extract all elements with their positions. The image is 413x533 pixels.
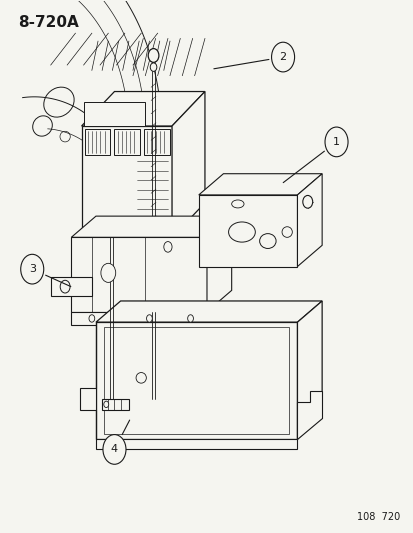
Polygon shape	[297, 391, 321, 439]
Ellipse shape	[136, 373, 146, 383]
Polygon shape	[102, 399, 128, 410]
Text: 8-720A: 8-720A	[18, 14, 78, 30]
Circle shape	[164, 241, 172, 252]
Circle shape	[187, 315, 193, 322]
Text: 108  720: 108 720	[356, 512, 399, 522]
Polygon shape	[96, 322, 297, 439]
Text: 3: 3	[28, 264, 36, 274]
Circle shape	[148, 49, 159, 62]
Ellipse shape	[33, 116, 52, 136]
Circle shape	[146, 315, 152, 322]
Ellipse shape	[228, 222, 255, 242]
Polygon shape	[144, 128, 169, 155]
Circle shape	[21, 254, 44, 284]
Ellipse shape	[281, 227, 292, 237]
Ellipse shape	[60, 131, 70, 142]
Circle shape	[104, 401, 109, 408]
Polygon shape	[155, 237, 180, 256]
Circle shape	[101, 263, 115, 282]
Polygon shape	[114, 128, 140, 155]
Polygon shape	[71, 216, 231, 237]
Polygon shape	[79, 322, 96, 439]
Polygon shape	[81, 126, 172, 237]
Polygon shape	[83, 102, 145, 126]
Polygon shape	[71, 237, 206, 312]
Circle shape	[89, 315, 95, 322]
Text: 1: 1	[332, 137, 339, 147]
Polygon shape	[96, 439, 297, 449]
Ellipse shape	[44, 87, 74, 117]
Circle shape	[103, 434, 126, 464]
Circle shape	[60, 280, 70, 293]
Polygon shape	[71, 312, 206, 325]
Polygon shape	[206, 216, 231, 312]
Circle shape	[302, 196, 312, 208]
Circle shape	[324, 127, 347, 157]
Ellipse shape	[259, 233, 275, 248]
Polygon shape	[85, 128, 110, 155]
Polygon shape	[297, 301, 321, 439]
Ellipse shape	[231, 200, 243, 208]
Text: 2: 2	[279, 52, 286, 62]
Polygon shape	[198, 195, 297, 266]
Circle shape	[271, 42, 294, 72]
Polygon shape	[297, 174, 321, 266]
Polygon shape	[198, 174, 321, 195]
Circle shape	[150, 63, 157, 71]
Polygon shape	[51, 277, 92, 296]
Polygon shape	[81, 92, 204, 126]
Polygon shape	[172, 92, 204, 237]
Polygon shape	[96, 301, 321, 322]
Text: 4: 4	[111, 445, 118, 455]
